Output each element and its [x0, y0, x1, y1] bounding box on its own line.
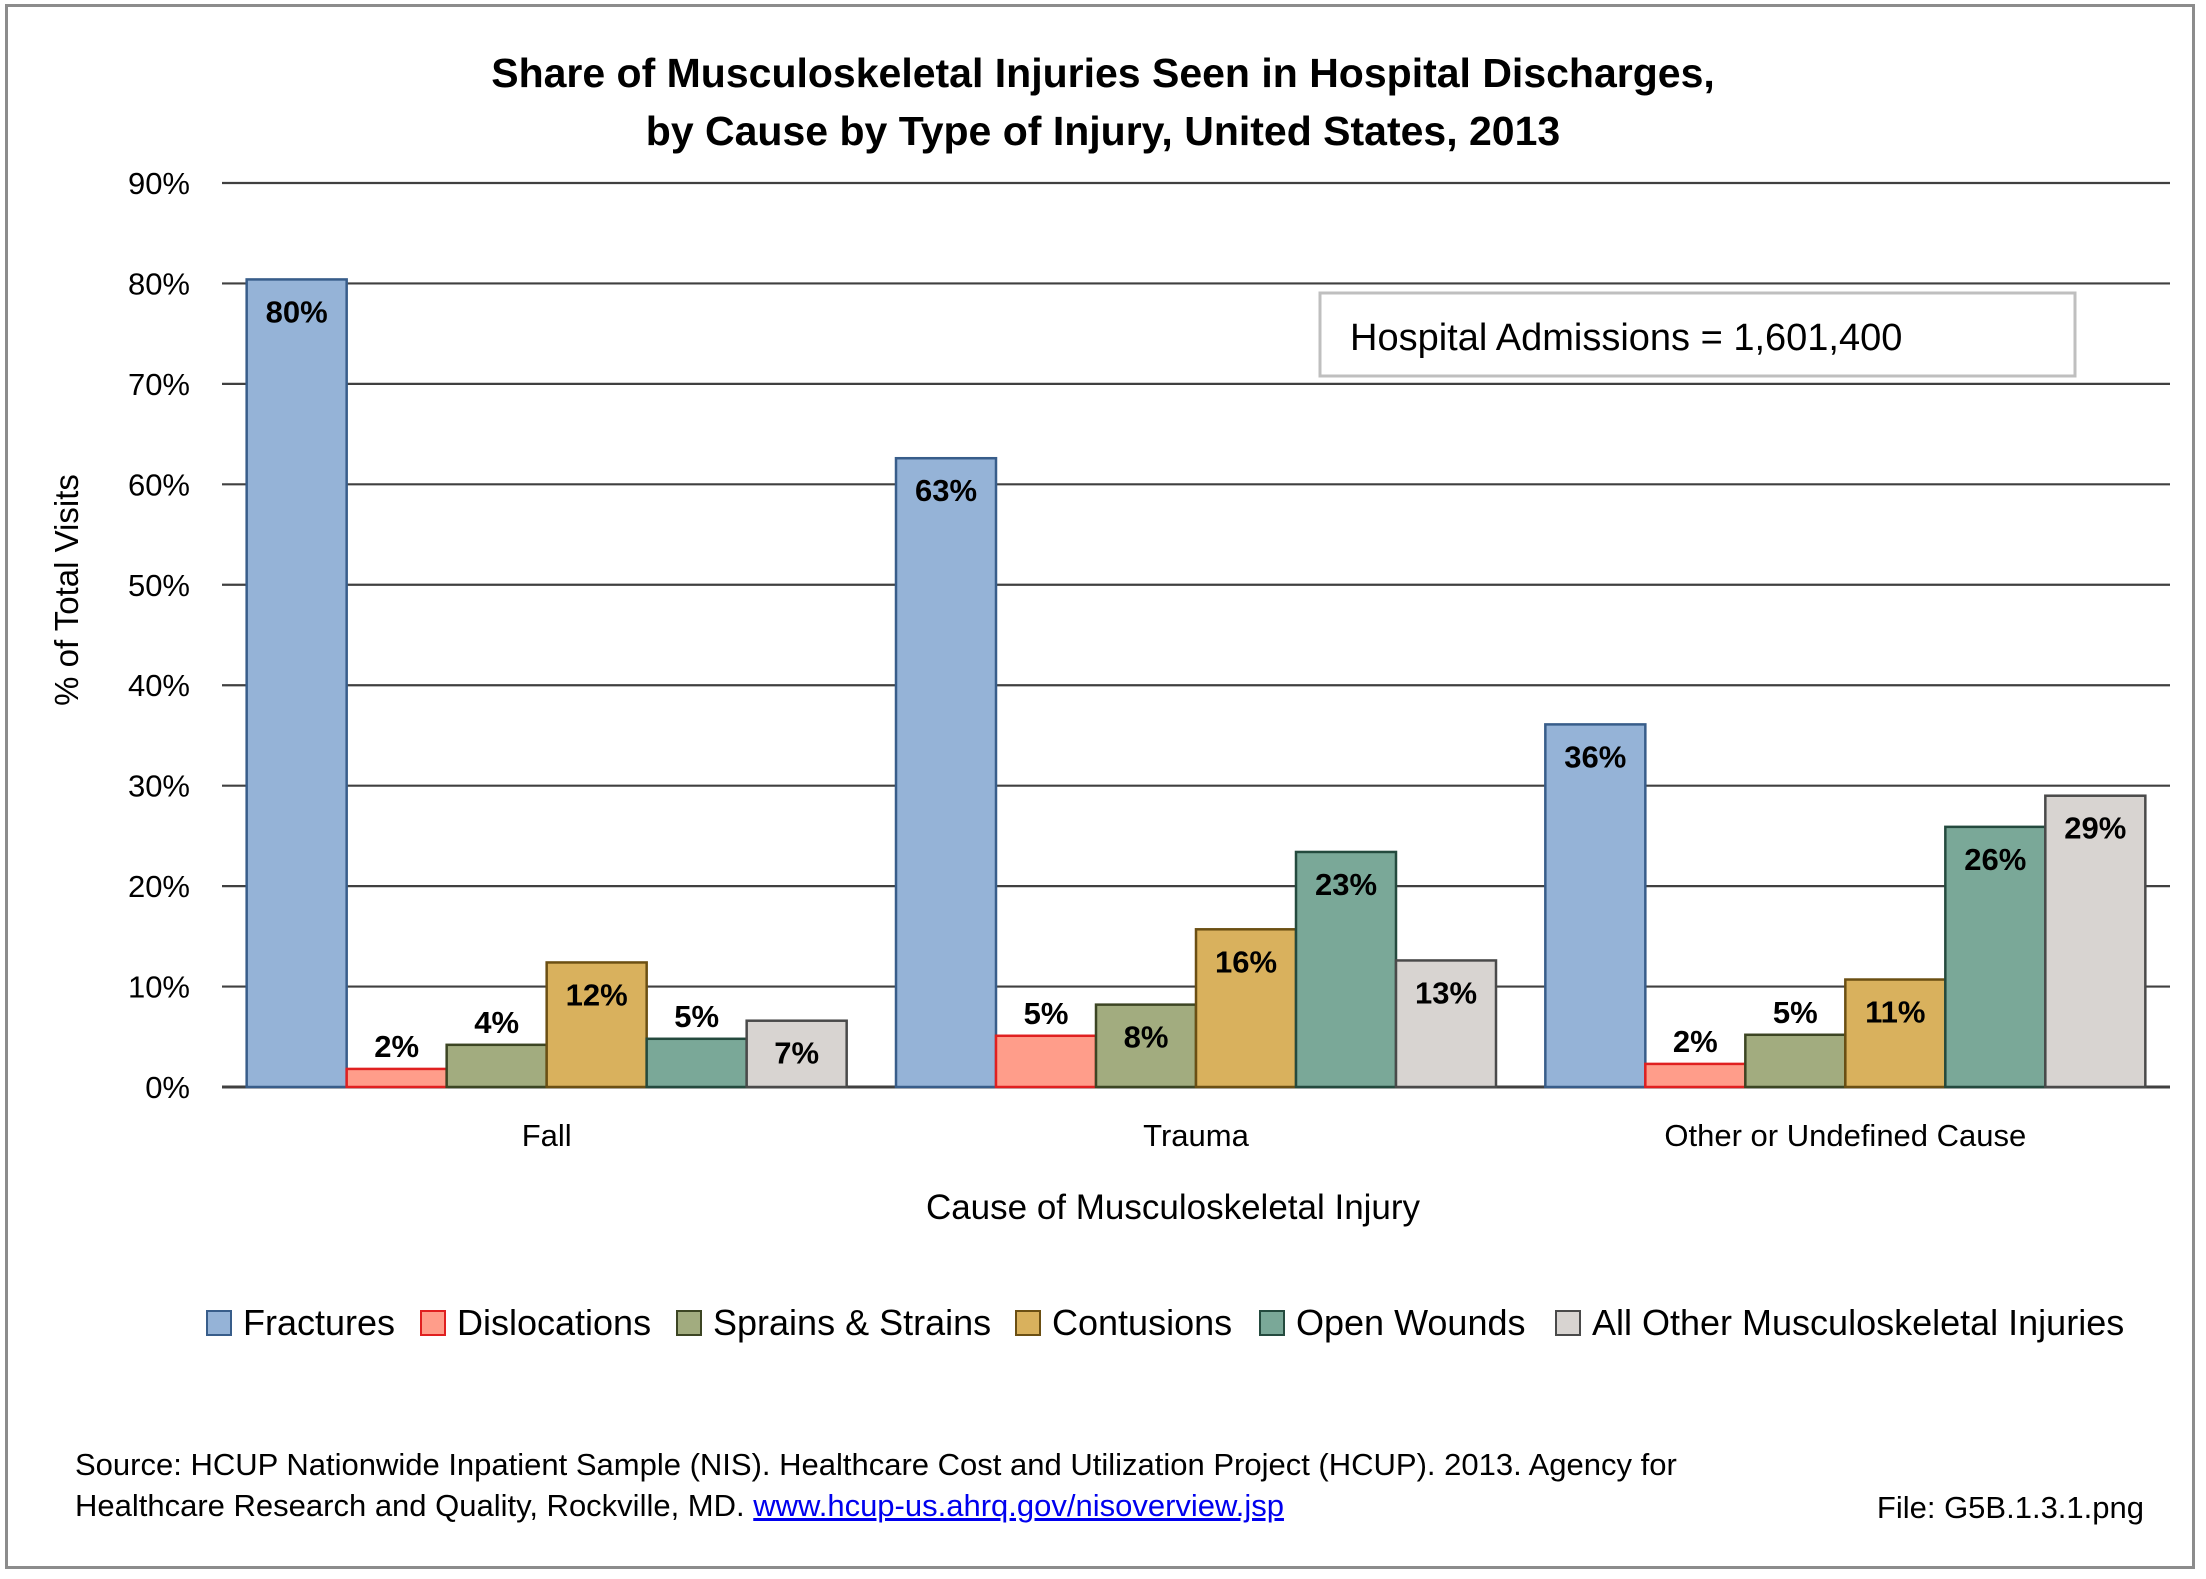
data-label: 2% — [1673, 1024, 1718, 1059]
annotation-box — [1318, 291, 2077, 378]
data-label: 26% — [1964, 842, 2026, 877]
data-label: 11% — [1865, 995, 1925, 1030]
bar — [1944, 825, 2047, 1089]
legend-label: Dislocations — [457, 1302, 651, 1343]
bar — [245, 278, 348, 1089]
y-tick-label: 50% — [128, 568, 190, 603]
bar — [445, 1043, 548, 1089]
x-category-label: Trauma — [1143, 1118, 1249, 1153]
bar — [1294, 850, 1398, 1089]
data-label: 80% — [266, 294, 328, 329]
bar — [1544, 723, 1647, 1089]
x-category-label: Other or Undefined Cause — [1664, 1118, 2026, 1153]
y-tick-label: 60% — [128, 467, 190, 502]
data-label: 12% — [566, 977, 628, 1012]
x-axis-label: Cause of Musculoskeletal Injury — [926, 1188, 1421, 1227]
y-tick-label: 70% — [128, 367, 190, 402]
annotation-text: Hospital Admissions = 1,601,400 — [1350, 317, 1902, 359]
bar — [1094, 1003, 1198, 1089]
data-label: 5% — [674, 999, 719, 1034]
bar — [645, 1037, 748, 1089]
data-label: 2% — [374, 1029, 419, 1064]
data-label: 4% — [474, 1005, 519, 1040]
y-tick-label: 40% — [128, 668, 190, 703]
chart-title-line: Share of Musculoskeletal Injuries Seen i… — [491, 50, 1715, 96]
data-label: 36% — [1564, 739, 1626, 774]
y-tick-label: 10% — [128, 970, 190, 1005]
source-link[interactable]: www.hcup-us.ahrq.gov/nisoverview.jsp — [753, 1488, 1284, 1523]
y-tick-label: 30% — [128, 769, 190, 804]
legend-swatch — [1555, 1310, 1581, 1336]
bar — [1844, 978, 1947, 1089]
bar — [345, 1067, 448, 1089]
bar — [1644, 1062, 1747, 1089]
source-line-1: Source: HCUP Nationwide Inpatient Sample… — [75, 1447, 1677, 1482]
legend-swatch — [420, 1310, 446, 1336]
data-label: 16% — [1215, 944, 1277, 979]
bar — [2044, 794, 2147, 1089]
legend-label: All Other Musculoskeletal Injuries — [1592, 1302, 2124, 1343]
bar — [1394, 959, 1498, 1089]
file-label: File: G5B.1.3.1.png — [1876, 1490, 2144, 1525]
data-label: 5% — [1773, 995, 1818, 1030]
legend-swatch — [676, 1310, 702, 1336]
legend-label: Contusions — [1052, 1302, 1232, 1343]
data-label: 63% — [915, 473, 977, 508]
bar — [1744, 1033, 1847, 1089]
y-tick-label: 80% — [128, 266, 190, 301]
y-tick-label: 20% — [128, 869, 190, 904]
legend-swatch — [206, 1310, 232, 1336]
legend-label: Open Wounds — [1296, 1302, 1525, 1343]
legend-swatch — [1015, 1310, 1041, 1336]
bar — [1194, 928, 1298, 1089]
source-text: Healthcare Research and Quality, Rockvil… — [75, 1488, 745, 1523]
bar — [745, 1019, 848, 1089]
data-label: 8% — [1124, 1020, 1169, 1055]
y-tick-label: 0% — [145, 1070, 190, 1105]
y-tick-label: 90% — [128, 166, 190, 201]
y-axis-label: % of Total Visits — [48, 474, 85, 706]
data-label: 29% — [2064, 811, 2126, 846]
x-category-label: Fall — [522, 1118, 572, 1153]
data-label: 5% — [1024, 996, 1069, 1031]
source-line-2: Healthcare Research and Quality, Rockvil… — [75, 1488, 1284, 1524]
data-label: 23% — [1315, 867, 1377, 902]
data-label: 7% — [774, 1036, 819, 1071]
legend-swatch — [1259, 1310, 1285, 1336]
bar — [994, 1034, 1098, 1089]
legend-label: Fractures — [243, 1302, 395, 1343]
data-label: 13% — [1415, 975, 1477, 1010]
legend-label: Sprains & Strains — [713, 1302, 991, 1343]
bar — [545, 961, 648, 1089]
chart-title-line: by Cause by Type of Injury, United State… — [646, 108, 1560, 154]
bar — [894, 456, 998, 1089]
